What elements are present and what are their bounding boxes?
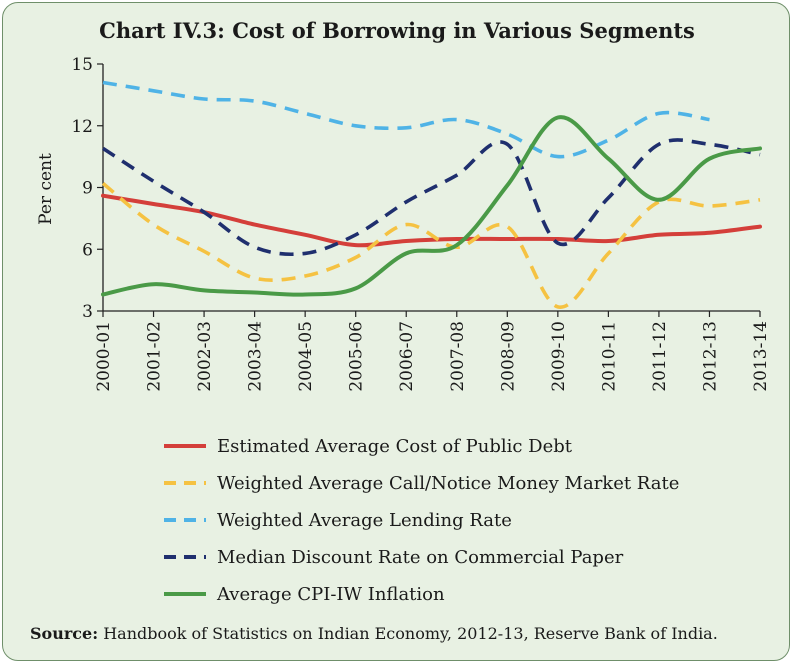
- y-tick-label: 9: [82, 179, 93, 199]
- series-line-average-cpi-iw-inflation: [101, 115, 762, 297]
- series-line-weighted-average-call-notice-money-market-rate: [101, 182, 761, 309]
- x-tick-label: 2009-10: [549, 321, 569, 392]
- y-tick-label: 15: [71, 55, 93, 75]
- x-tick-label: 2006-07: [397, 321, 417, 392]
- x-tick-label: 2011-12: [650, 321, 670, 392]
- x-tick-label: 2010-11: [599, 321, 619, 392]
- series-line-weighted-average-lending-rate: [102, 80, 710, 159]
- series-line-estimated-average-cost-of-public-debt: [101, 193, 762, 248]
- series-lines: [101, 80, 762, 309]
- legend: Estimated Average Cost of Public Debt Wei…: [164, 436, 679, 605]
- x-tick-label: 2008-09: [498, 321, 518, 392]
- x-tick-label: 2005-06: [347, 321, 367, 392]
- x-tick-label: 2012-13: [700, 321, 720, 392]
- x-tick-label: 2001-02: [145, 321, 165, 392]
- x-tick-label: 2004-05: [296, 321, 316, 392]
- chart-title: Chart IV.3: Cost of Borrowing in Various…: [99, 18, 695, 43]
- legend-label-estimated-average-cost-of-public-debt: Estimated Average Cost of Public Debt: [217, 436, 573, 457]
- y-axis-label: Per cent: [36, 153, 56, 225]
- y-tick-label: 12: [71, 117, 93, 137]
- series-line-median-discount-rate-on-commercial-paper: [102, 138, 761, 257]
- x-tick-label: 2003-04: [246, 321, 266, 392]
- x-tick-label: 2013-14: [751, 321, 771, 392]
- legend-label-weighted-average-lending-rate: Weighted Average Lending Rate: [217, 510, 512, 531]
- legend-label-average-cpi-iw-inflation: Average CPI-IW Inflation: [216, 584, 445, 605]
- y-ticks: 3 6 9 12 15: [71, 55, 103, 322]
- x-ticks: 2000-01 2001-02 2002-03 2003-04 2004-05 2005-…: [94, 311, 771, 392]
- source-label: Source:: [30, 624, 98, 643]
- y-tick-label: 3: [82, 302, 93, 322]
- source-note: Source: Handbook of Statistics on Indian…: [30, 624, 718, 643]
- plot-area: 3 6 9 12 15 2000-01 2001-02 2002-03 2003-04 2004…: [71, 55, 771, 392]
- legend-label-median-discount-rate-on-commercial-paper: Median Discount Rate on Commercial Paper: [217, 547, 624, 568]
- x-tick-label: 2002-03: [195, 321, 215, 392]
- legend-label-weighted-average-call-notice-money-market-rate: Weighted Average Call/Notice Money Marke…: [217, 473, 679, 494]
- source-text: Handbook of Statistics on Indian Economy…: [98, 624, 718, 643]
- y-tick-label: 6: [82, 240, 93, 260]
- x-tick-label: 2000-01: [94, 321, 114, 392]
- x-tick-label: 2007-08: [448, 321, 468, 392]
